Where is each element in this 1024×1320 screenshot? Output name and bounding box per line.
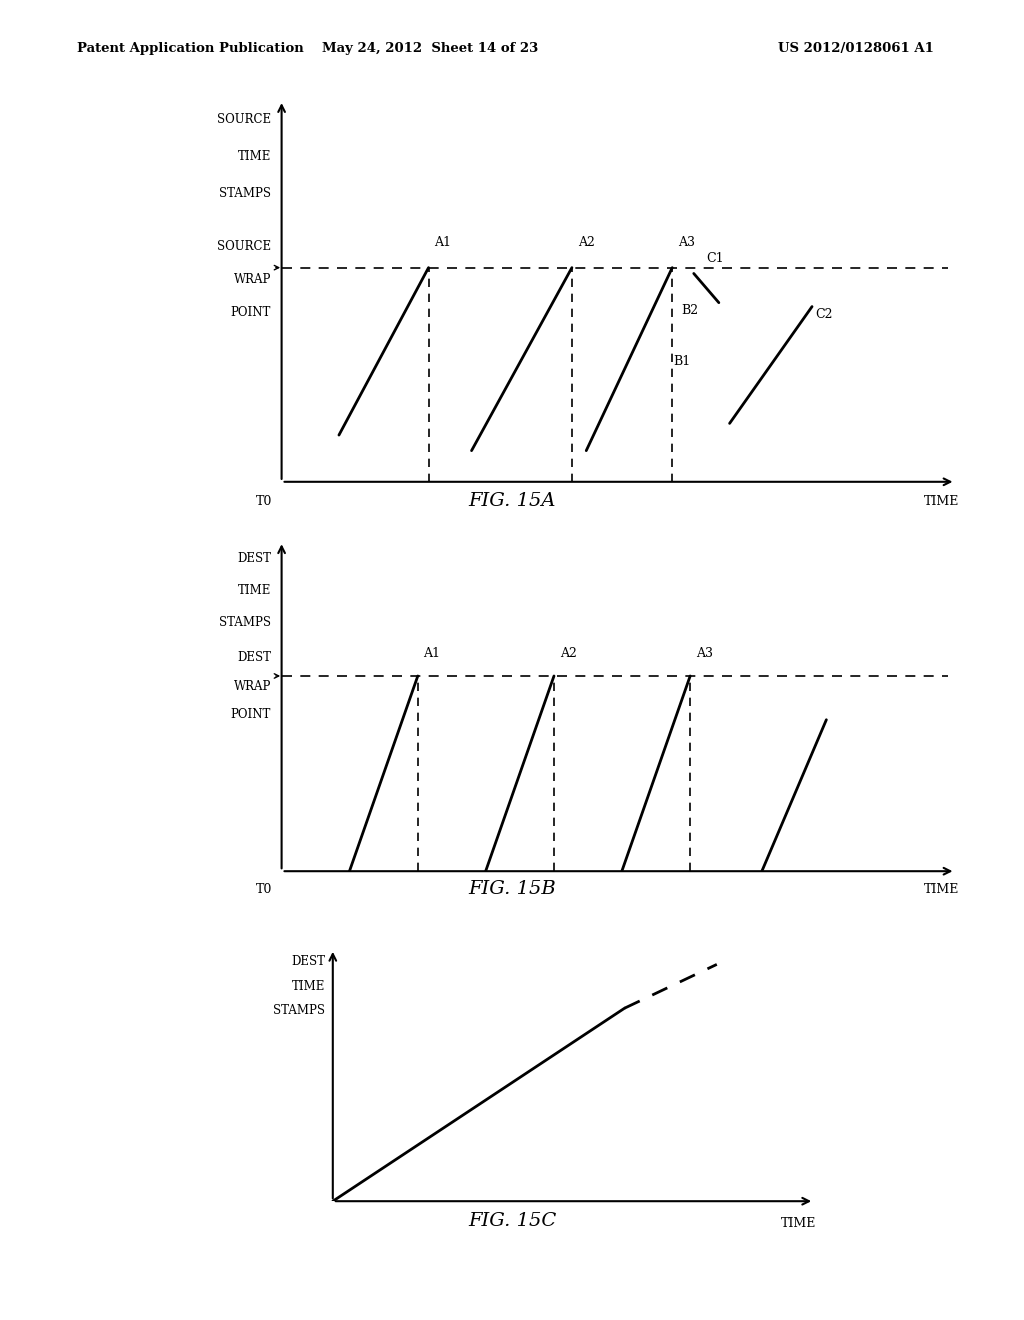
- Text: TIME: TIME: [238, 583, 270, 597]
- Text: A3: A3: [696, 647, 713, 660]
- Text: Patent Application Publication: Patent Application Publication: [77, 42, 303, 55]
- Text: DEST: DEST: [237, 552, 270, 565]
- Text: WRAP: WRAP: [233, 680, 270, 693]
- Text: TIME: TIME: [238, 150, 270, 164]
- Text: A2: A2: [560, 647, 577, 660]
- Text: STAMPS: STAMPS: [219, 615, 270, 628]
- Text: T0: T0: [256, 495, 271, 508]
- Text: POINT: POINT: [230, 306, 270, 319]
- Text: WRAP: WRAP: [233, 273, 270, 286]
- Text: DEST: DEST: [237, 651, 270, 664]
- Text: DEST: DEST: [291, 956, 326, 969]
- Text: A3: A3: [678, 236, 695, 249]
- Text: SOURCE: SOURCE: [217, 240, 270, 252]
- Text: May 24, 2012  Sheet 14 of 23: May 24, 2012 Sheet 14 of 23: [322, 42, 539, 55]
- Text: TIME: TIME: [781, 1217, 817, 1230]
- Text: B1: B1: [674, 355, 691, 368]
- Text: STAMPS: STAMPS: [273, 1005, 326, 1018]
- Text: T0: T0: [256, 883, 271, 896]
- Text: FIG. 15A: FIG. 15A: [468, 492, 556, 511]
- Text: POINT: POINT: [230, 709, 270, 721]
- Text: US 2012/0128061 A1: US 2012/0128061 A1: [778, 42, 934, 55]
- Text: FIG. 15C: FIG. 15C: [468, 1212, 556, 1230]
- Text: A1: A1: [434, 236, 452, 249]
- Text: A2: A2: [578, 236, 595, 249]
- Text: C1: C1: [707, 252, 724, 265]
- Text: A1: A1: [424, 647, 440, 660]
- Text: TIME: TIME: [924, 495, 958, 508]
- Text: TIME: TIME: [924, 883, 958, 896]
- Text: B2: B2: [681, 305, 698, 317]
- Text: TIME: TIME: [292, 979, 326, 993]
- Text: STAMPS: STAMPS: [219, 187, 270, 201]
- Text: SOURCE: SOURCE: [217, 114, 270, 127]
- Text: FIG. 15B: FIG. 15B: [468, 880, 556, 899]
- Text: C2: C2: [815, 309, 834, 321]
